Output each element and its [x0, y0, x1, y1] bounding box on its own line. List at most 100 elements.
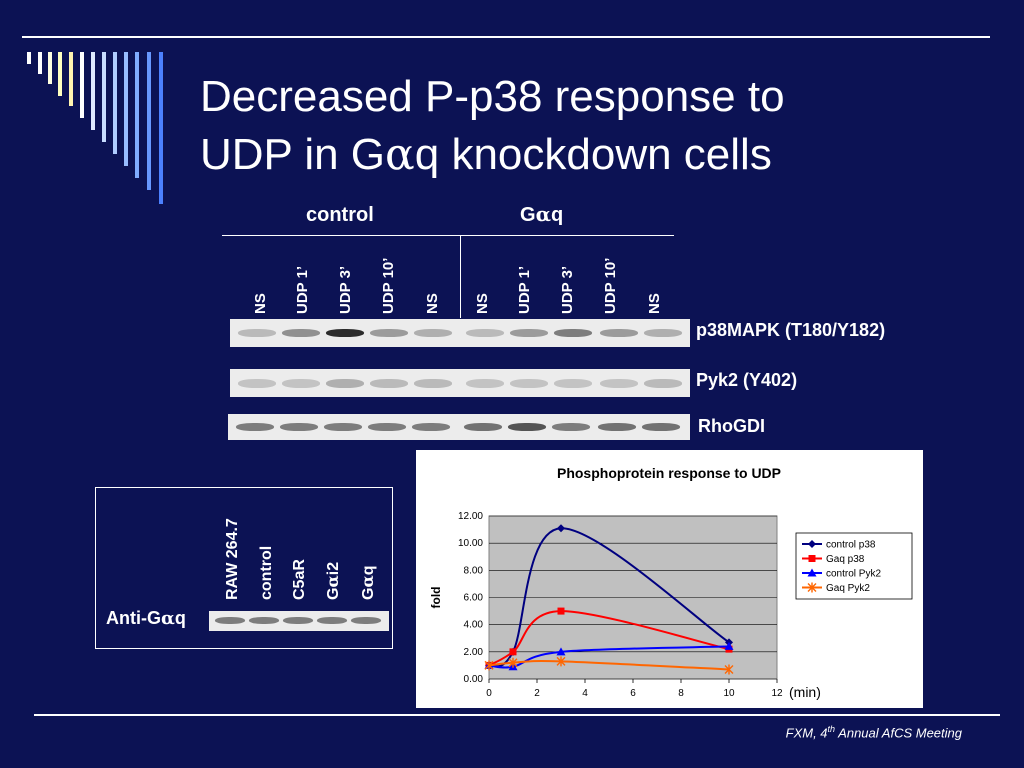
legend-entry: control Pyk2 [826, 569, 881, 580]
blot-band [326, 379, 364, 388]
bottom-divider [34, 714, 1000, 716]
lane-label: NS [424, 293, 441, 314]
lane-label: UDP 1’ [294, 265, 311, 314]
x-unit-label: (min) [789, 684, 821, 700]
blot-band [412, 423, 450, 431]
x-tick-label: 6 [630, 688, 636, 699]
decorative-bar [124, 52, 128, 166]
decorative-bar [91, 52, 95, 130]
row-label-rhogdi: RhoGDI [698, 416, 765, 436]
blot-band [317, 617, 347, 624]
blot-band [552, 423, 590, 431]
blot-band [644, 329, 682, 337]
lane-label: UDP 1’ [516, 265, 533, 314]
lane-label: UDP 10’ [602, 257, 619, 314]
blot-band [642, 423, 680, 431]
decorative-bar [159, 52, 163, 204]
data-point [557, 524, 565, 533]
lane-label: NS [252, 293, 269, 314]
blot-band [508, 423, 546, 431]
decorative-bar [48, 52, 52, 84]
inset-lane-gaq: Gαq [358, 565, 377, 600]
blot-band [280, 423, 318, 431]
legend-entry: Gaq p38 [826, 554, 865, 565]
row-label-p38mapk: p38MAPK (T180/Y182) [696, 320, 886, 340]
blot-band [598, 423, 636, 431]
group-gaq-label: Gαq [520, 202, 564, 226]
x-tick-label: 10 [723, 688, 735, 699]
legend-swatch-marker [807, 582, 817, 593]
decorative-bar [58, 52, 62, 96]
inset-lane-gai2: Gαi2 [323, 561, 342, 600]
decorative-bar [69, 52, 73, 106]
blot-band [466, 329, 504, 337]
y-tick-label: 6.00 [464, 593, 484, 604]
blot-band [600, 379, 638, 388]
decorative-bar [113, 52, 117, 154]
footer-credit: FXM, 4th Annual AfCS Meeting [785, 724, 962, 741]
blot-band [324, 423, 362, 431]
x-tick-label: 0 [486, 688, 492, 699]
title-line-2: UDP in Gαq knockdown cells [200, 129, 772, 180]
inset-lane-control: control [258, 545, 275, 600]
data-point [509, 648, 517, 656]
inset-lane-raw: RAW 264.7 [224, 518, 241, 600]
x-tick-label: 4 [582, 688, 588, 699]
lane-label: UDP 3’ [337, 265, 354, 314]
data-point [484, 660, 494, 671]
y-tick-label: 8.00 [464, 565, 484, 576]
blot-band [414, 329, 452, 337]
legend-swatch-marker [808, 555, 816, 562]
blot-band [326, 329, 364, 337]
blot-band [370, 379, 408, 388]
decorative-bar [27, 52, 31, 64]
blot-p38mapk [230, 319, 690, 347]
y-tick-label: 0.00 [464, 674, 484, 685]
legend-swatch-marker [808, 540, 816, 548]
lane-label: UDP 10’ [380, 257, 397, 314]
decorative-bar [135, 52, 139, 178]
decorative-bar [80, 52, 84, 118]
lane-label: UDP 3’ [559, 265, 576, 314]
title-line-1: Decreased P-p38 response to [200, 72, 785, 121]
y-tick-label: 12.00 [458, 511, 483, 522]
series-line [488, 645, 730, 669]
data-point [556, 656, 566, 667]
y-tick-label: 4.00 [464, 620, 484, 631]
legend-entry: Gaq Pyk2 [826, 583, 870, 594]
blot-group-divider [460, 236, 461, 318]
blot-pyk2 [230, 369, 690, 397]
blot-band [236, 423, 274, 431]
blot-rhogdi [228, 414, 690, 440]
blot-band [238, 329, 276, 337]
decorative-bars [0, 0, 170, 210]
phosphoprotein-chart: Phosphoprotein response to UDP 0.00 2.00 4.… [429, 465, 913, 700]
blot-band [554, 379, 592, 388]
data-point [724, 641, 734, 650]
blot-band [510, 329, 548, 337]
blot-band [464, 423, 502, 431]
series-line [488, 610, 730, 667]
y-tick-label: 10.00 [458, 538, 483, 549]
inset-row-label: Anti-Gαq [106, 608, 186, 629]
data-point [557, 607, 565, 615]
top-divider [22, 36, 990, 38]
x-tick-label: 12 [771, 688, 783, 699]
decorative-bar [102, 52, 106, 142]
lane-label: NS [646, 293, 663, 314]
decorative-bar [38, 52, 42, 74]
group-control-label: control [306, 204, 374, 226]
blot-band [249, 617, 279, 624]
x-tick-label: 8 [678, 688, 684, 699]
series-line [488, 659, 730, 671]
slide-title: Decreased P-p38 response to UDP in Gαq k… [200, 68, 1000, 184]
blot-header-line [222, 235, 674, 236]
blot-band [414, 379, 452, 388]
blot-band [554, 329, 592, 337]
legend-swatch-marker [807, 568, 817, 577]
row-label-pyk2: Pyk2 (Y402) [696, 370, 798, 390]
data-point [556, 647, 566, 656]
blot-band [282, 379, 320, 388]
inset-lane-c5ar: C5aR [291, 559, 308, 600]
blot-band [238, 379, 276, 388]
